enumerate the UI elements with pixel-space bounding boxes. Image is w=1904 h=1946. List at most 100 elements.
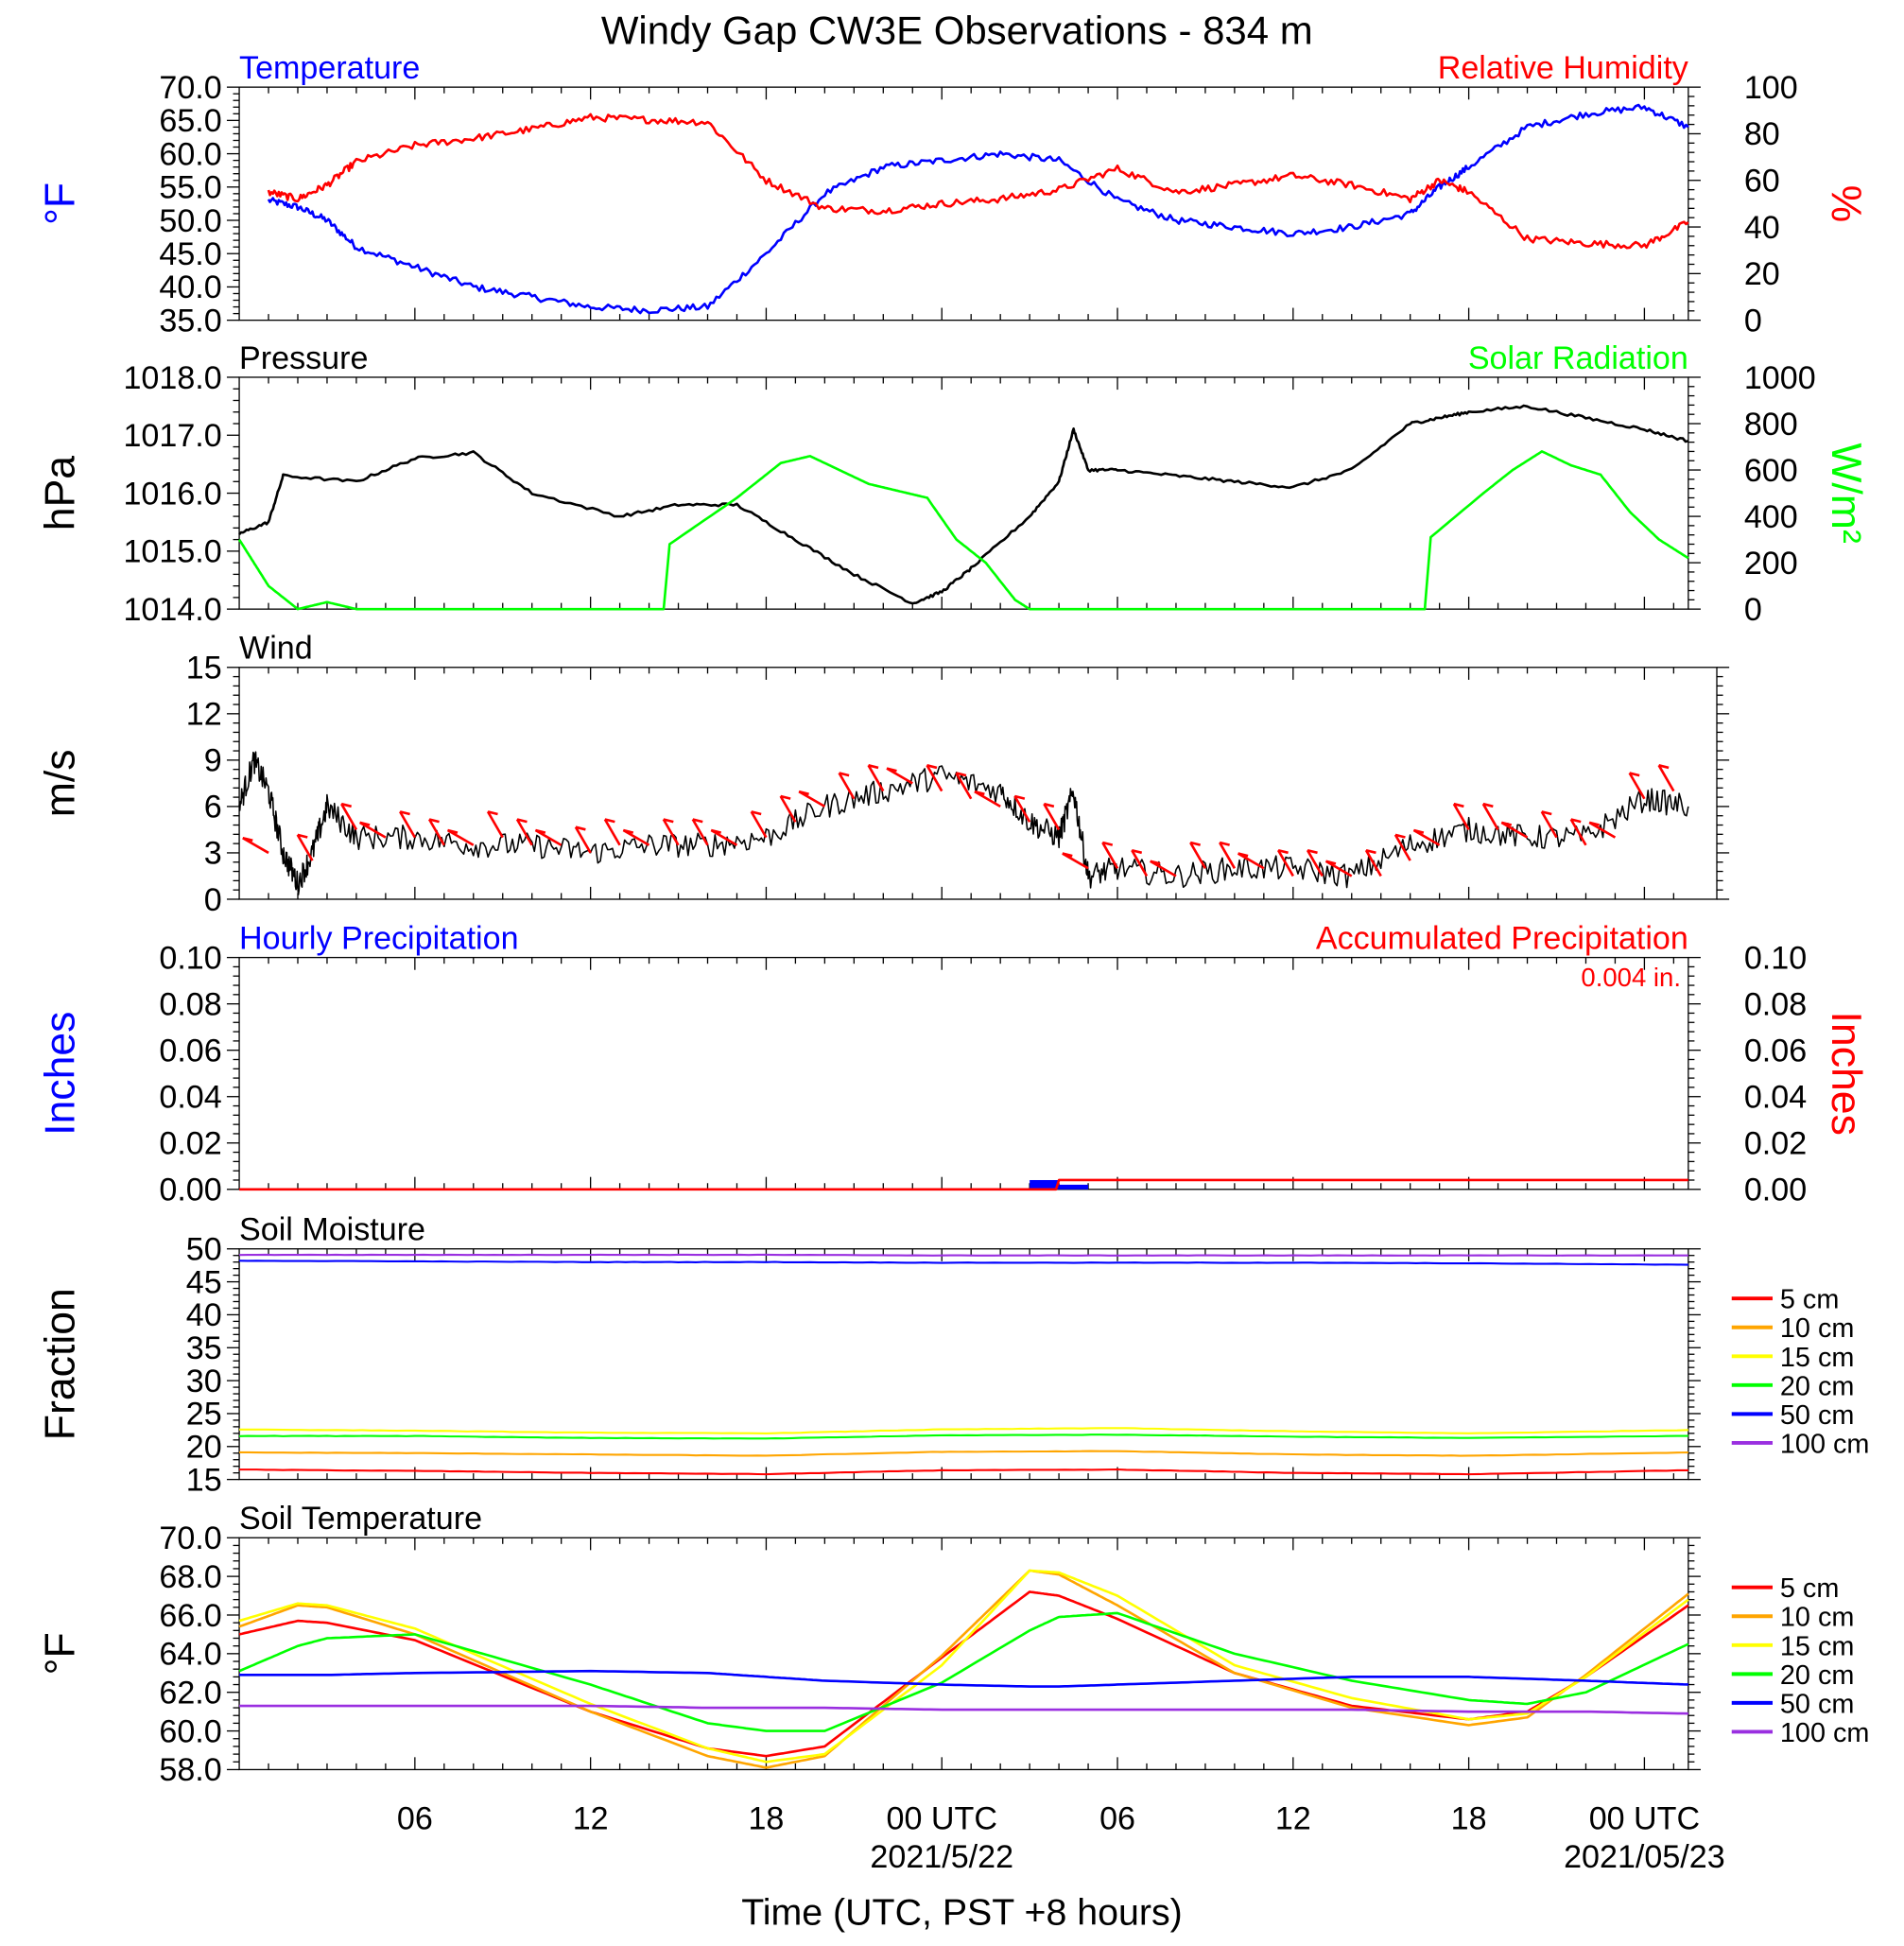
y-tick-label-left: 50.0: [159, 203, 221, 239]
wind-barb-flag: [926, 764, 938, 770]
figure-title: Windy Gap CW3E Observations - 834 m: [601, 8, 1313, 52]
series-line-soil-temperature-50cm: [239, 1669, 1688, 1688]
y-tick-label-left: 1017.0: [123, 418, 221, 454]
x-axis-label: Time (UTC, PST +8 hours): [741, 1891, 1183, 1933]
series-line-soil-moisture-20cm: [239, 1433, 1688, 1440]
y-tick-label-left: 12: [186, 697, 222, 733]
legend-label: 50 cm: [1780, 1400, 1855, 1431]
wind-barb: [340, 803, 358, 831]
y-tick-label-left: 1016.0: [123, 476, 221, 512]
wind-barb: [838, 772, 856, 800]
wind-barb: [1588, 821, 1617, 839]
series-line-accumulated-precipitation: [239, 1178, 1688, 1191]
wind-barb-flag: [1413, 828, 1425, 834]
wind-barb-flag: [1238, 852, 1249, 858]
precip-bar: [1030, 1179, 1060, 1190]
panel-soil-temperature: 70.068.066.064.062.060.058.0 Soil Tempera…: [38, 1501, 1870, 1788]
legend-label: 100 cm: [1780, 1718, 1870, 1748]
legend-label: 5 cm: [1780, 1573, 1839, 1604]
x-tick-label: 12: [573, 1800, 609, 1836]
y-tick-label-left: 0.02: [159, 1126, 221, 1162]
wind-barb: [398, 810, 416, 839]
legend-label: 15 cm: [1780, 1631, 1855, 1661]
legend-label: 5 cm: [1780, 1285, 1839, 1315]
wind-barb: [798, 791, 826, 808]
y-tick-label-left: 35: [186, 1330, 222, 1366]
series-line-solar-radiation: [237, 450, 1689, 611]
wind-barb: [926, 764, 943, 792]
wind-barb-flag: [487, 810, 498, 816]
wind-barb: [1393, 834, 1411, 861]
wind-barb-flag: [340, 802, 352, 808]
wind-barb: [662, 818, 680, 846]
series-line-soil-temperature-15cm: [238, 1569, 1689, 1764]
x-date-label: 2021/05/23: [1564, 1839, 1725, 1875]
wind-barb-flag: [692, 818, 703, 824]
wind-barb: [1043, 803, 1061, 831]
wind-barb: [1150, 860, 1177, 877]
y-tick-label-right: 80: [1744, 116, 1780, 152]
y-tick-label-left: 0.00: [159, 1173, 221, 1208]
y-tick-label-right: 200: [1744, 546, 1798, 582]
plot-frame: [238, 1248, 1689, 1481]
wind-barb: [574, 826, 592, 854]
wind-barb-flag: [1541, 810, 1552, 816]
wind-barb: [1481, 803, 1499, 831]
y-axis-label-left: hPa: [38, 456, 84, 531]
y-tick-label-left: 62.0: [159, 1676, 221, 1711]
wind-barb-flag: [1014, 794, 1026, 800]
wind-barb: [886, 767, 913, 785]
panel-title-left: Wind: [239, 631, 313, 667]
y-axis-label-left: °F: [38, 182, 84, 225]
wind-barb: [358, 821, 387, 839]
wind-barb-flag: [1629, 772, 1640, 777]
wind-barb: [296, 834, 314, 861]
series-line-soil-moisture-100cm: [239, 1253, 1688, 1257]
wind-barb-flag: [1062, 852, 1073, 858]
wind-barb: [867, 764, 885, 792]
wind-barb: [1237, 852, 1265, 870]
y-tick-label-left: 0: [204, 882, 222, 918]
y-axis-label-right: W/m²: [1823, 443, 1869, 543]
series-line-soil-temperature-20cm: [238, 1611, 1689, 1732]
y-axis-label-left: Inches: [38, 1012, 84, 1136]
y-tick-label-left: 58.0: [159, 1752, 221, 1788]
wind-barb-flag: [1482, 802, 1494, 808]
y-axis-label-left: Fraction: [38, 1288, 84, 1440]
series-line-soil-moisture-15cm: [239, 1427, 1688, 1435]
x-tick-label: 18: [1451, 1800, 1487, 1836]
wind-barb: [1364, 849, 1382, 877]
wind-barb-flag: [798, 790, 809, 796]
wind-barb: [242, 837, 269, 855]
wind-barb-flag: [1588, 821, 1600, 826]
series-line-soil-moisture-50cm: [239, 1260, 1688, 1266]
y-tick-label-left: 9: [204, 743, 222, 779]
wind-barb-flag: [623, 828, 634, 834]
y-tick-label-left: 70.0: [159, 70, 221, 106]
y-tick-label-left: 60.0: [159, 136, 221, 172]
wind-barb-flag: [359, 821, 371, 826]
legend-label: 50 cm: [1780, 1689, 1855, 1719]
wind-barb: [515, 818, 533, 846]
legend-label: 10 cm: [1780, 1603, 1855, 1633]
wind-barb-flag: [535, 828, 546, 834]
y-tick-label-left: 0.04: [159, 1080, 221, 1116]
y-tick-label-left: 40: [186, 1297, 222, 1333]
wind-barb: [1062, 852, 1089, 870]
y-tick-label-right: 20: [1744, 256, 1780, 292]
y-axis-label-left: °F: [38, 1632, 84, 1675]
wind-barb-flag: [780, 794, 791, 800]
wind-barb-flag: [1453, 802, 1464, 808]
y-tick-label-left: 20: [186, 1430, 222, 1466]
wind-barb: [955, 772, 973, 800]
wind-barb-flag: [1307, 848, 1318, 855]
y-tick-label-left: 0.06: [159, 1033, 221, 1069]
y-axis-label-right: Inches: [1823, 1012, 1869, 1136]
y-tick-label-right: 600: [1744, 453, 1798, 489]
y-tick-label-right: 1000: [1744, 360, 1816, 396]
x-tick-label: 00 UTC: [887, 1800, 997, 1836]
y-tick-label-left: 68.0: [159, 1559, 221, 1595]
y-tick-label-left: 55.0: [159, 170, 221, 206]
